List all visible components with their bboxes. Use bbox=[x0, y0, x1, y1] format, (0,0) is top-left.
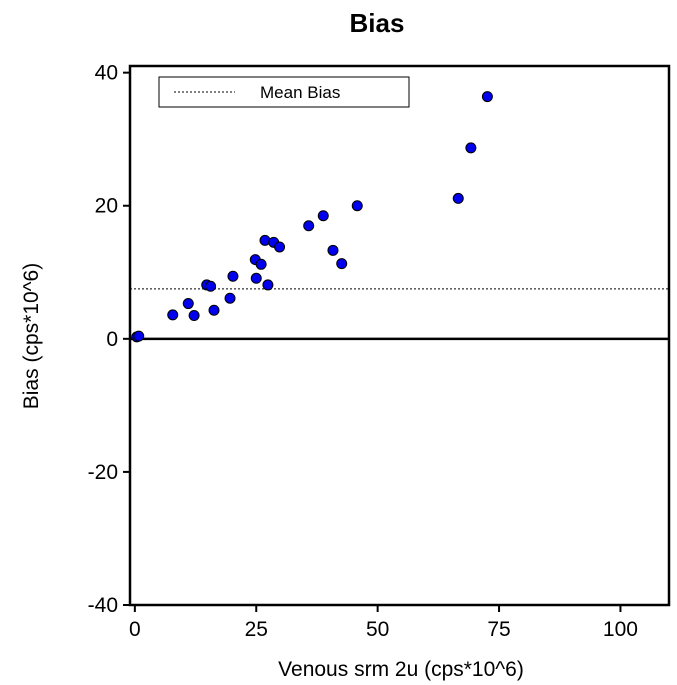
data-point bbox=[336, 258, 348, 270]
data-point bbox=[317, 210, 329, 222]
data-point bbox=[255, 258, 267, 270]
data-point bbox=[133, 330, 145, 342]
data-point bbox=[208, 304, 220, 316]
data-point bbox=[182, 298, 194, 310]
data-point bbox=[250, 272, 262, 284]
data-point bbox=[224, 292, 236, 304]
y-axis-label: Bias (cps*10^6) bbox=[20, 263, 43, 409]
data-point bbox=[227, 270, 239, 282]
data-point bbox=[303, 220, 315, 232]
x-tick-label: 25 bbox=[245, 618, 268, 641]
data-point bbox=[452, 192, 464, 204]
y-tick-label: 0 bbox=[106, 328, 118, 351]
data-point bbox=[262, 279, 274, 291]
legend-box bbox=[158, 76, 410, 108]
x-tick-label: 0 bbox=[129, 618, 141, 641]
x-axis-label: Venous srm 2u (cps*10^6) bbox=[278, 658, 524, 681]
y-tick-label: -40 bbox=[88, 594, 118, 617]
data-point bbox=[188, 310, 200, 322]
data-point bbox=[327, 244, 339, 256]
data-point bbox=[274, 241, 286, 253]
y-tick-label: 20 bbox=[95, 195, 118, 218]
data-point bbox=[465, 142, 477, 154]
legend-label-mean-bias: Mean Bias bbox=[260, 83, 340, 102]
y-tick-label: 40 bbox=[95, 62, 118, 85]
plot-area: -40 -20 0 20 40 0 25 50 75 100 Mean Bias bbox=[88, 62, 671, 641]
chart-title: Bias bbox=[350, 8, 405, 38]
x-tick-label: 50 bbox=[366, 618, 389, 641]
data-point bbox=[167, 309, 179, 321]
data-point bbox=[481, 91, 493, 103]
y-tick-label: -20 bbox=[88, 461, 118, 484]
data-point bbox=[351, 200, 363, 212]
x-tick-label: 75 bbox=[487, 618, 510, 641]
data-point bbox=[205, 280, 217, 292]
x-tick-label: 100 bbox=[603, 618, 638, 641]
plot-frame bbox=[128, 64, 671, 607]
